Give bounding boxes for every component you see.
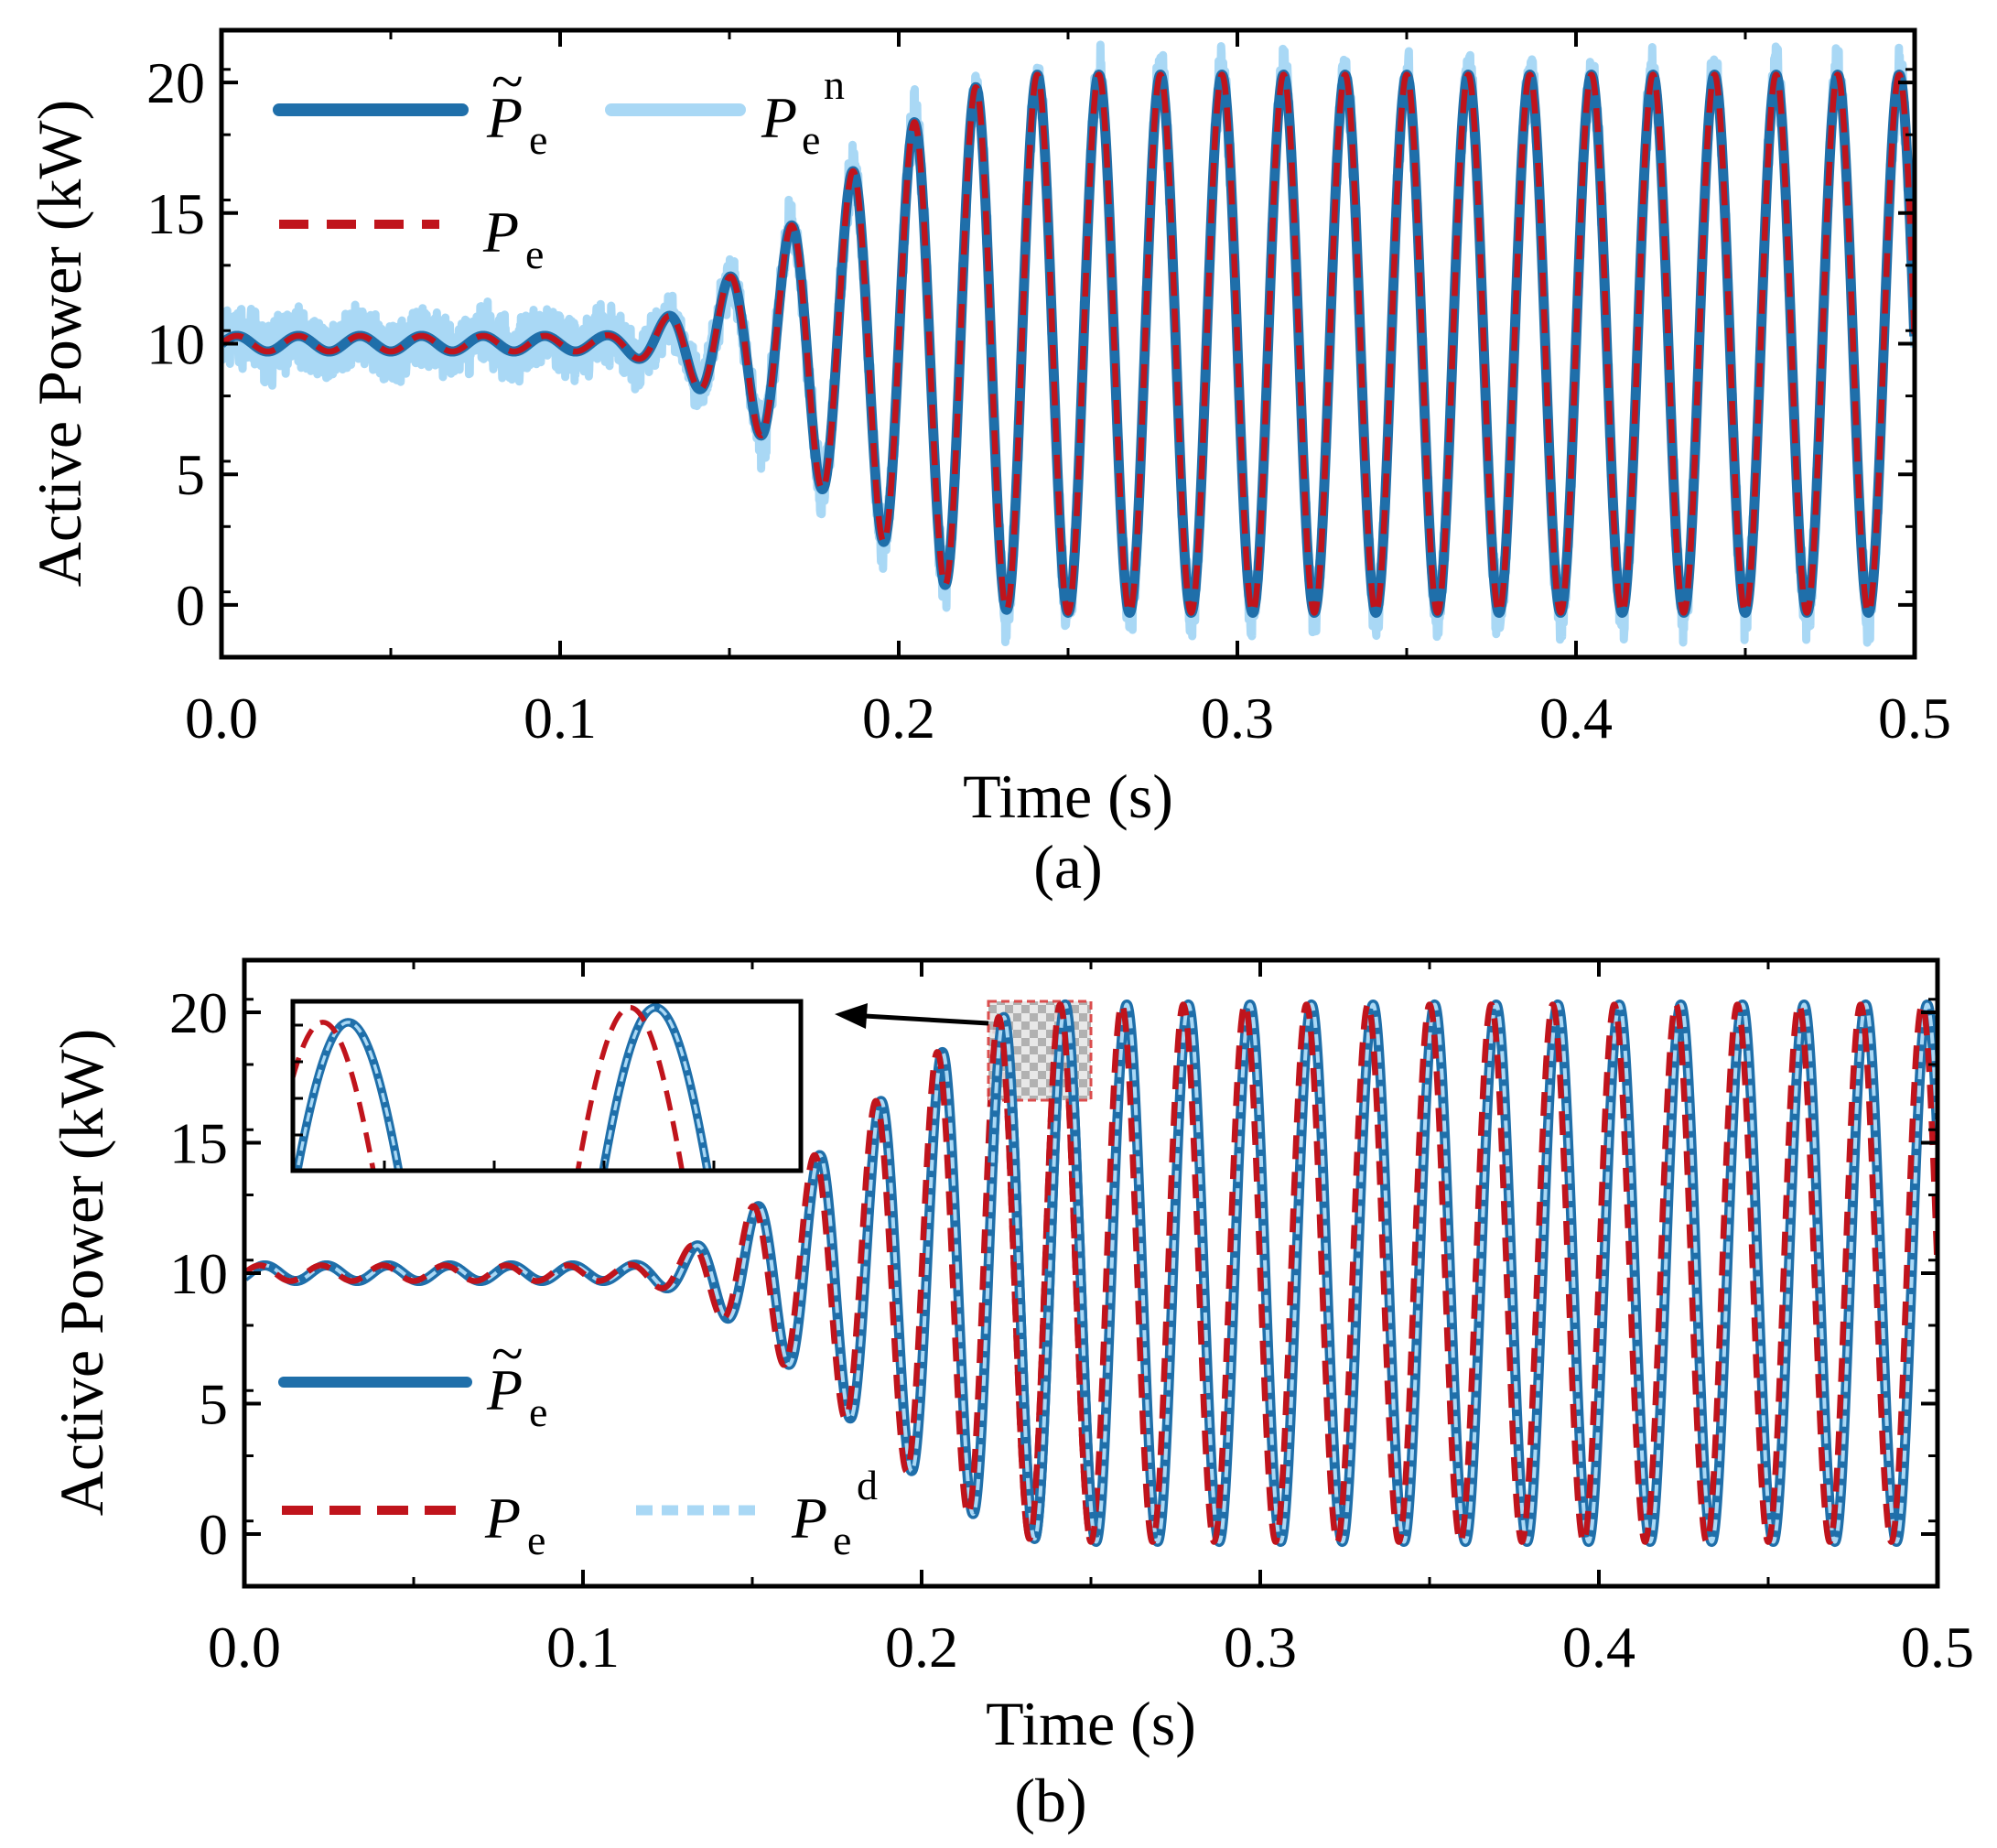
legend-label-p-e: P e — [484, 1486, 545, 1563]
inset-plot-area — [293, 1003, 712, 1171]
x-tick-label: 0.3 — [1201, 686, 1274, 751]
y-tick-label: 20 — [169, 980, 228, 1045]
x-tick-label: 0.0 — [208, 1615, 281, 1680]
panel-b-ticks: 0.0 0.1 0.2 0.3 0.4 0.5 0 5 10 15 20 — [169, 960, 1974, 1680]
legend-label-p-e-n: P e n — [761, 61, 845, 163]
x-tick-label: 0.4 — [1539, 686, 1613, 751]
y-tick-label: 15 — [169, 1111, 228, 1176]
legend-sup-text: n — [824, 61, 845, 108]
y-tick-label: 0 — [199, 1502, 228, 1567]
panel-a-plot-area — [221, 40, 1915, 647]
tilde-accent: ~ — [491, 49, 524, 113]
tilde-accent: ~ — [491, 1321, 524, 1386]
legend-label-p-e-tilde: P ~ e — [486, 49, 547, 163]
inset-zoom — [290, 999, 804, 1173]
series-line-p-e-tilde — [293, 1003, 712, 1171]
legend-sup-text: d — [857, 1462, 878, 1508]
x-tick-label: 0.2 — [885, 1615, 958, 1680]
panel-a: 0.0 0.1 0.2 0.3 0.4 0.5 0 5 10 15 20 P ~ e P e n P… — [25, 27, 1951, 902]
panel-b-y-axis-title: Active Power (kW) — [47, 1029, 116, 1516]
panel-b: 0.0 0.1 0.2 0.3 0.4 0.5 0 5 10 15 20 P ~ e P e P e… — [47, 957, 1974, 1835]
inset-ticks — [293, 1023, 716, 1171]
legend-main-text: P — [791, 1486, 827, 1551]
legend-main-text: P — [484, 1486, 521, 1551]
series-line-p-e — [221, 71, 1915, 616]
legend-sub-text: e — [525, 231, 544, 277]
x-tick-label: 0.3 — [1224, 1615, 1297, 1680]
x-tick-label: 0.2 — [862, 686, 935, 751]
y-tick-label: 15 — [146, 181, 205, 246]
legend-sub-text: e — [833, 1517, 851, 1563]
legend-sub-text: e — [802, 116, 820, 163]
legend-main-text: P — [486, 85, 523, 150]
panel-b-x-axis-title: Time (s) — [986, 1689, 1196, 1758]
panel-a-x-axis-title: Time (s) — [963, 762, 1173, 831]
panel-a-y-axis-title: Active Power (kW) — [25, 100, 94, 587]
x-tick-label: 0.5 — [1878, 686, 1951, 751]
legend-label-p-e-tilde: P ~ e — [486, 1321, 547, 1435]
panel-a-legend: P ~ e P e n P e — [273, 49, 845, 277]
legend-main-text: P — [482, 200, 519, 265]
y-tick-label: 10 — [146, 312, 205, 377]
legend-sub-text: e — [529, 116, 547, 163]
x-tick-label: 0.0 — [185, 686, 258, 751]
panel-b-legend: P ~ e P e P e d — [278, 1321, 878, 1563]
legend-main-text: P — [761, 85, 797, 150]
x-tick-label: 0.1 — [524, 686, 597, 751]
y-tick-label: 5 — [199, 1372, 228, 1437]
legend-main-text: P — [486, 1357, 523, 1422]
x-tick-label: 0.1 — [546, 1615, 620, 1680]
legend-label-p-e-d: P e d — [791, 1462, 878, 1563]
y-tick-label: 10 — [169, 1241, 228, 1306]
legend-sub-text: e — [527, 1517, 545, 1563]
y-tick-label: 20 — [146, 50, 205, 115]
series-line-p-e — [244, 1001, 1938, 1545]
panel-a-ticks: 0.0 0.1 0.2 0.3 0.4 0.5 0 5 10 15 20 — [146, 30, 1951, 751]
zoom-region-curves — [988, 999, 1100, 1545]
legend-label-p-e: P e — [482, 200, 544, 277]
x-tick-label: 0.4 — [1562, 1615, 1635, 1680]
inset-frame — [290, 999, 804, 1173]
series-line-p-e-d — [990, 1002, 1096, 1541]
y-tick-label: 5 — [176, 442, 205, 507]
panel-a-label: (a) — [1033, 832, 1102, 902]
series-line-p-e-tilde — [221, 70, 1915, 618]
y-tick-label: 0 — [176, 573, 205, 638]
panel-b-label: (b) — [1014, 1766, 1086, 1835]
x-tick-label: 0.5 — [1901, 1615, 1974, 1680]
series-line-p-e — [989, 1001, 1097, 1545]
legend-sub-text: e — [529, 1389, 547, 1435]
zoom-arrow — [835, 1003, 989, 1029]
